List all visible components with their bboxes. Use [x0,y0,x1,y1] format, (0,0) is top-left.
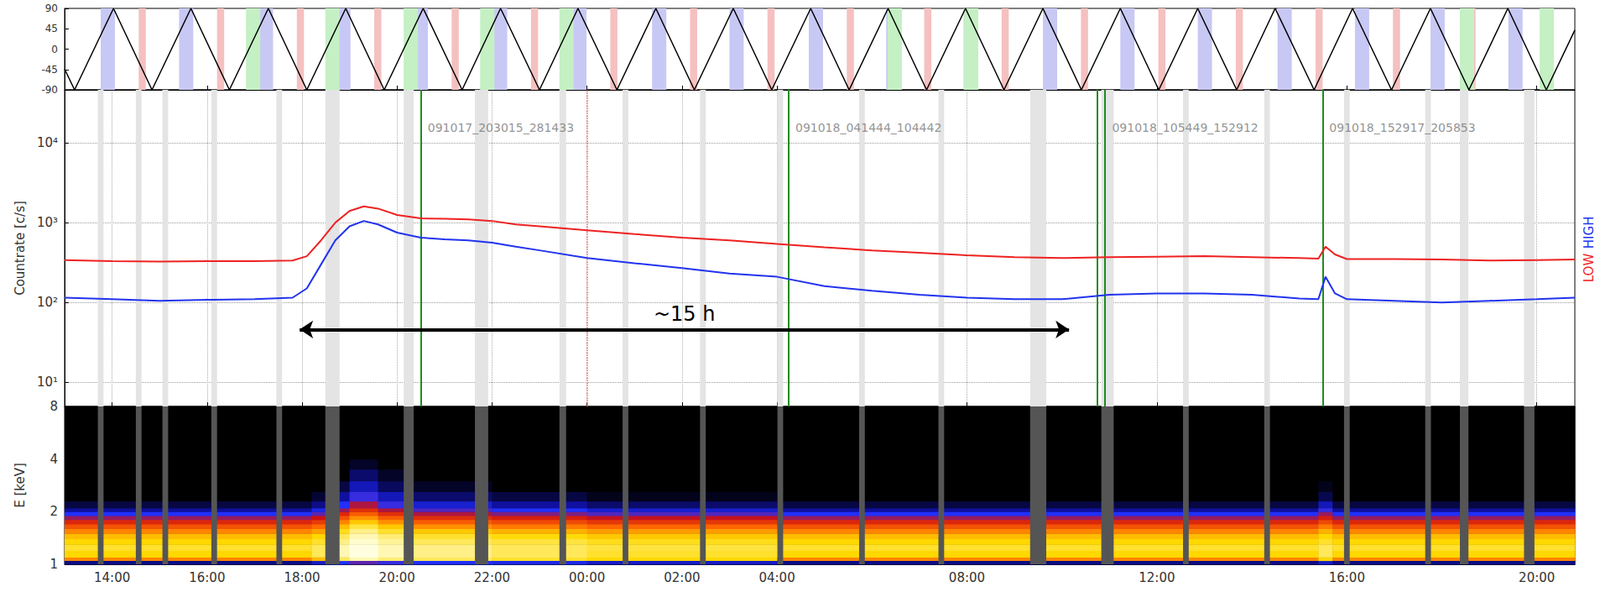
svg-text:0: 0 [51,43,58,56]
svg-text:LOW: LOW [1581,253,1597,283]
svg-text:091018_105449_152912: 091018_105449_152912 [1111,120,1258,135]
svg-text:091018_041444_104442: 091018_041444_104442 [795,120,942,135]
svg-text:1: 1 [49,556,58,572]
svg-text:~15 h: ~15 h [653,302,716,326]
svg-text:08:00: 08:00 [948,569,986,585]
svg-text:16:00: 16:00 [188,569,225,585]
svg-text:10²: 10² [36,294,58,310]
svg-text:10³: 10³ [36,214,58,230]
svg-text:12:00: 12:00 [1138,569,1175,585]
svg-text:2: 2 [49,503,58,519]
svg-text:Countrate [c/s]: Countrate [c/s] [12,200,28,296]
svg-text:HIGH: HIGH [1581,216,1597,250]
svg-text:E [keV]: E [keV] [12,462,28,508]
svg-text:8: 8 [49,398,58,414]
svg-text:-45: -45 [41,63,58,76]
svg-text:00:00: 00:00 [568,569,605,585]
svg-text:16:00: 16:00 [1328,569,1366,585]
svg-text:18:00: 18:00 [283,569,320,585]
svg-text:20:00: 20:00 [379,569,416,585]
svg-text:091018_152917_205853: 091018_152917_205853 [1328,120,1475,135]
svg-text:10⁴: 10⁴ [36,135,58,151]
svg-text:22:00: 22:00 [474,569,511,585]
svg-text:091017_203015_281433: 091017_203015_281433 [427,120,574,135]
svg-text:02:00: 02:00 [663,569,700,585]
svg-text:45: 45 [45,22,58,35]
svg-text:14:00: 14:00 [93,569,131,585]
svg-text:4: 4 [49,451,58,467]
svg-text:04:00: 04:00 [758,569,795,585]
svg-text:10¹: 10¹ [36,374,58,390]
svg-text:-90: -90 [41,83,58,96]
svg-text:20:00: 20:00 [1518,569,1555,585]
svg-text:90: 90 [45,2,58,15]
